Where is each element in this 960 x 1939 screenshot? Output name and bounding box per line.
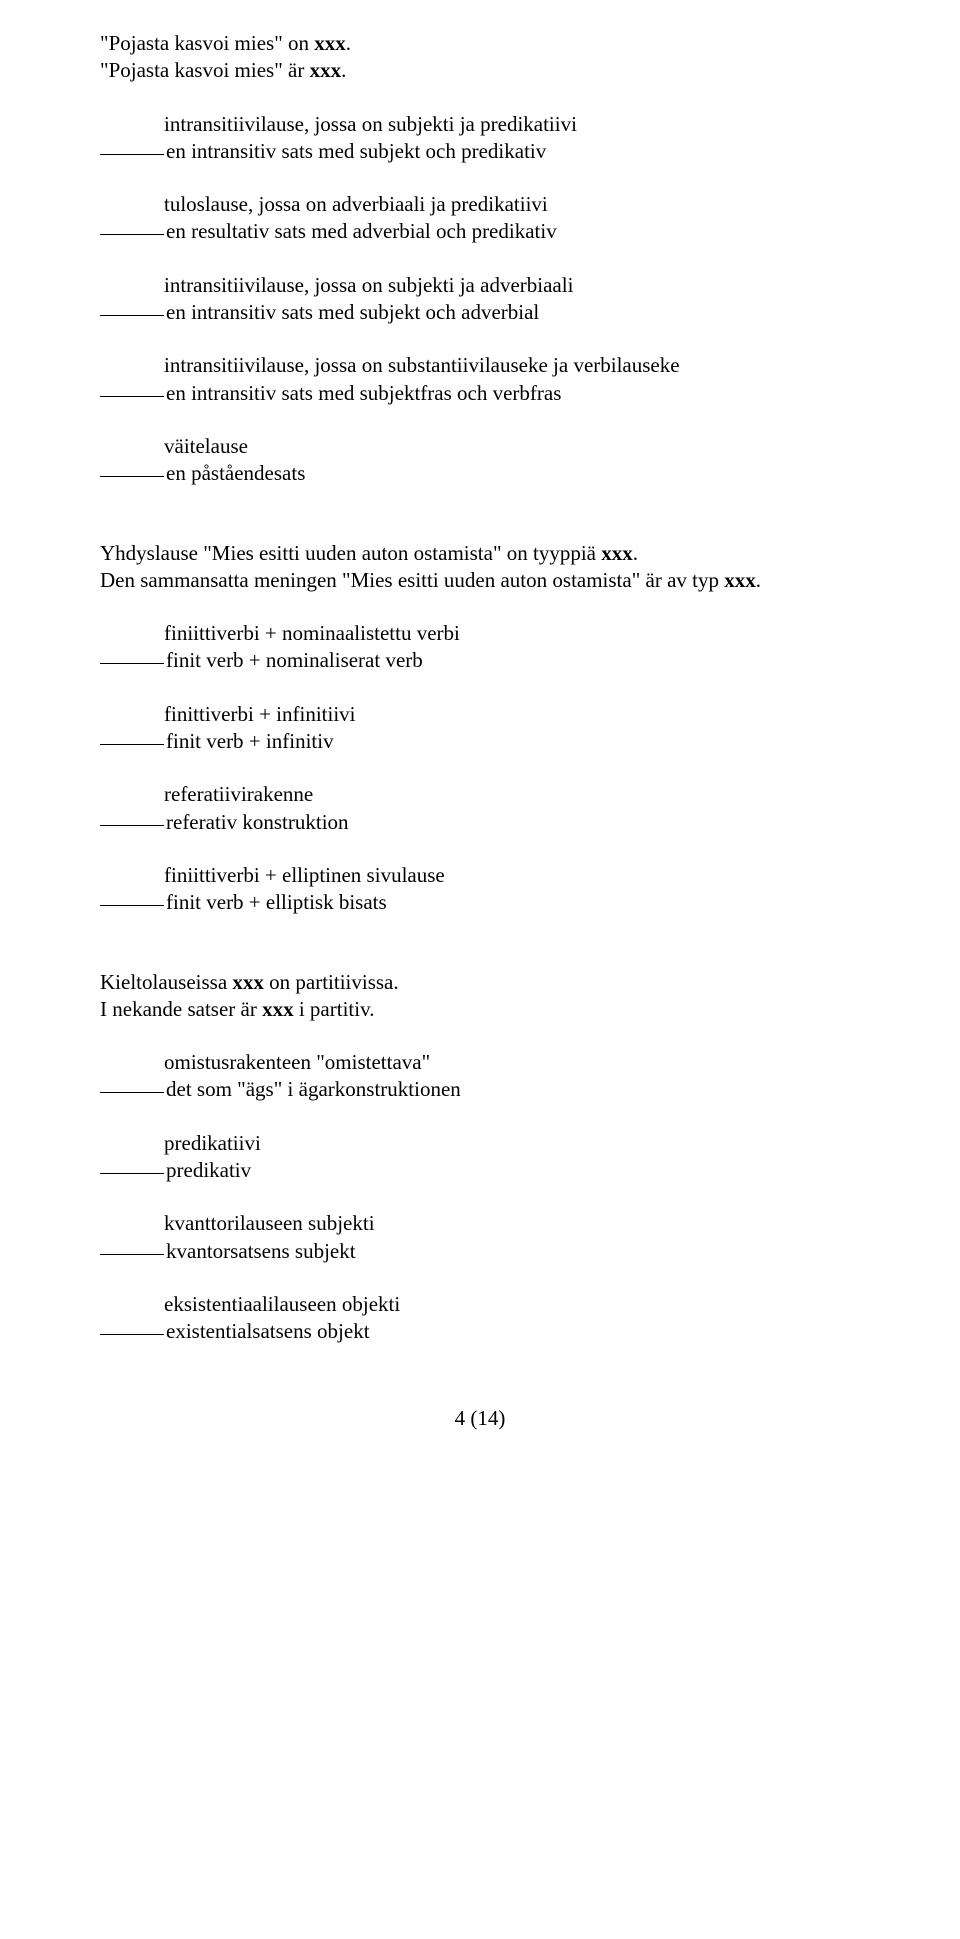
option-bottom-text: predikativ bbox=[166, 1157, 251, 1184]
answer-rule bbox=[100, 744, 164, 745]
option-bottom-text: finit verb + infinitiv bbox=[166, 728, 334, 755]
option-item: finiittiverbi + elliptinen sivulause fin… bbox=[100, 862, 860, 917]
option-bottom: kvantorsatsens subjekt bbox=[100, 1238, 860, 1265]
option-bottom: finit verb + infinitiv bbox=[100, 728, 860, 755]
document-page: "Pojasta kasvoi mies" on xxx. "Pojasta k… bbox=[0, 0, 960, 1491]
answer-rule bbox=[100, 1092, 164, 1093]
option-top: finiittiverbi + elliptinen sivulause bbox=[164, 862, 860, 889]
page-number: 4 (14) bbox=[100, 1406, 860, 1431]
answer-rule bbox=[100, 1334, 164, 1335]
option-top: eksistentiaalilauseen objekti bbox=[164, 1291, 860, 1318]
option-bottom-text: en påståendesats bbox=[166, 460, 305, 487]
option-top: finittiverbi + infinitiivi bbox=[164, 701, 860, 728]
option-top: intransitiivilause, jossa on subjekti ja… bbox=[164, 272, 860, 299]
option-bottom-text: en intransitiv sats med subjekt och pred… bbox=[166, 138, 546, 165]
option-bottom-text: finit verb + elliptisk bisats bbox=[166, 889, 387, 916]
spacer bbox=[100, 514, 860, 540]
option-bottom: existentialsatsens objekt bbox=[100, 1318, 860, 1345]
heading1-line2-post: . bbox=[341, 58, 346, 82]
answer-rule bbox=[100, 154, 164, 155]
heading1-line1-bold: xxx bbox=[314, 31, 346, 55]
option-top: kvanttorilauseen subjekti bbox=[164, 1210, 860, 1237]
option-bottom: en resultativ sats med adverbial och pre… bbox=[100, 218, 860, 245]
option-top: väitelause bbox=[164, 433, 860, 460]
heading1-line2: "Pojasta kasvoi mies" är xxx. bbox=[100, 57, 860, 84]
answer-rule bbox=[100, 1254, 164, 1255]
option-bottom: en intransitiv sats med subjektfras och … bbox=[100, 380, 860, 407]
option-bottom-text: finit verb + nominaliserat verb bbox=[166, 647, 423, 674]
option-bottom: finit verb + nominaliserat verb bbox=[100, 647, 860, 674]
heading3-line1: Kieltolauseissa xxx on partitiivissa. bbox=[100, 969, 860, 996]
answer-rule bbox=[100, 396, 164, 397]
option-bottom-text: en resultativ sats med adverbial och pre… bbox=[166, 218, 557, 245]
option-group-1: intransitiivilause, jossa on subjekti ja… bbox=[100, 111, 860, 488]
heading3-line1-post: on partitiivissa. bbox=[264, 970, 399, 994]
answer-rule bbox=[100, 825, 164, 826]
option-top: referatiivirakenne bbox=[164, 781, 860, 808]
heading2-line2-post: . bbox=[756, 568, 761, 592]
heading2-line2-bold: xxx bbox=[724, 568, 756, 592]
option-bottom: predikativ bbox=[100, 1157, 860, 1184]
option-bottom: en påståendesats bbox=[100, 460, 860, 487]
option-item: finiittiverbi + nominaalistettu verbi fi… bbox=[100, 620, 860, 675]
option-item: referatiivirakenne referativ konstruktio… bbox=[100, 781, 860, 836]
heading1-line1-pre: "Pojasta kasvoi mies" on bbox=[100, 31, 314, 55]
heading2-line1-post: . bbox=[633, 541, 638, 565]
question-heading-3: Kieltolauseissa xxx on partitiivissa. I … bbox=[100, 969, 860, 1024]
option-item: intransitiivilause, jossa on subjekti ja… bbox=[100, 111, 860, 166]
option-item: intransitiivilause, jossa on subjekti ja… bbox=[100, 272, 860, 327]
option-top: tuloslause, jossa on adverbiaali ja pred… bbox=[164, 191, 860, 218]
option-bottom: det som "ägs" i ägarkonstruktionen bbox=[100, 1076, 860, 1103]
answer-rule bbox=[100, 234, 164, 235]
answer-rule bbox=[100, 476, 164, 477]
heading1-line2-bold: xxx bbox=[310, 58, 342, 82]
option-top: intransitiivilause, jossa on substantiiv… bbox=[164, 352, 860, 379]
heading2-line2: Den sammansatta meningen "Mies esitti uu… bbox=[100, 567, 860, 594]
heading3-line1-bold: xxx bbox=[232, 970, 264, 994]
heading3-line1-pre: Kieltolauseissa bbox=[100, 970, 232, 994]
heading3-line2-pre: I nekande satser är bbox=[100, 997, 262, 1021]
option-bottom: en intransitiv sats med subjekt och pred… bbox=[100, 138, 860, 165]
heading2-line1-bold: xxx bbox=[601, 541, 633, 565]
answer-rule bbox=[100, 315, 164, 316]
heading3-line2-bold: xxx bbox=[262, 997, 294, 1021]
heading2-line1: Yhdyslause "Mies esitti uuden auton osta… bbox=[100, 540, 860, 567]
heading2-line1-pre: Yhdyslause "Mies esitti uuden auton osta… bbox=[100, 541, 601, 565]
heading2-line2-pre: Den sammansatta meningen "Mies esitti uu… bbox=[100, 568, 724, 592]
option-bottom-text: det som "ägs" i ägarkonstruktionen bbox=[166, 1076, 461, 1103]
option-top: omistusrakenteen "omistettava" bbox=[164, 1049, 860, 1076]
heading1-line2-pre: "Pojasta kasvoi mies" är bbox=[100, 58, 310, 82]
option-top: predikatiivi bbox=[164, 1130, 860, 1157]
option-top: finiittiverbi + nominaalistettu verbi bbox=[164, 620, 860, 647]
option-item: predikatiivi predikativ bbox=[100, 1130, 860, 1185]
option-item: tuloslause, jossa on adverbiaali ja pred… bbox=[100, 191, 860, 246]
option-bottom-text: existentialsatsens objekt bbox=[166, 1318, 370, 1345]
option-group-3: omistusrakenteen "omistettava" det som "… bbox=[100, 1049, 860, 1345]
option-item: finittiverbi + infinitiivi finit verb + … bbox=[100, 701, 860, 756]
option-item: intransitiivilause, jossa on substantiiv… bbox=[100, 352, 860, 407]
option-item: eksistentiaalilauseen objekti existentia… bbox=[100, 1291, 860, 1346]
option-item: kvanttorilauseen subjekti kvantorsatsens… bbox=[100, 1210, 860, 1265]
heading1-line1-post: . bbox=[346, 31, 351, 55]
answer-rule bbox=[100, 1173, 164, 1174]
answer-rule bbox=[100, 663, 164, 664]
option-bottom: referativ konstruktion bbox=[100, 809, 860, 836]
question-heading-1: "Pojasta kasvoi mies" on xxx. "Pojasta k… bbox=[100, 30, 860, 85]
option-bottom-text: referativ konstruktion bbox=[166, 809, 349, 836]
option-group-2: finiittiverbi + nominaalistettu verbi fi… bbox=[100, 620, 860, 916]
option-bottom-text: en intransitiv sats med subjektfras och … bbox=[166, 380, 561, 407]
heading3-line2: I nekande satser är xxx i partitiv. bbox=[100, 996, 860, 1023]
option-bottom: en intransitiv sats med subjekt och adve… bbox=[100, 299, 860, 326]
spacer bbox=[100, 943, 860, 969]
option-bottom: finit verb + elliptisk bisats bbox=[100, 889, 860, 916]
question-heading-2: Yhdyslause "Mies esitti uuden auton osta… bbox=[100, 540, 860, 595]
heading1-line1: "Pojasta kasvoi mies" on xxx. bbox=[100, 30, 860, 57]
option-bottom-text: kvantorsatsens subjekt bbox=[166, 1238, 356, 1265]
option-bottom-text: en intransitiv sats med subjekt och adve… bbox=[166, 299, 539, 326]
answer-rule bbox=[100, 905, 164, 906]
option-top: intransitiivilause, jossa on subjekti ja… bbox=[164, 111, 860, 138]
heading3-line2-post: i partitiv. bbox=[294, 997, 375, 1021]
option-item: väitelause en påståendesats bbox=[100, 433, 860, 488]
option-item: omistusrakenteen "omistettava" det som "… bbox=[100, 1049, 860, 1104]
